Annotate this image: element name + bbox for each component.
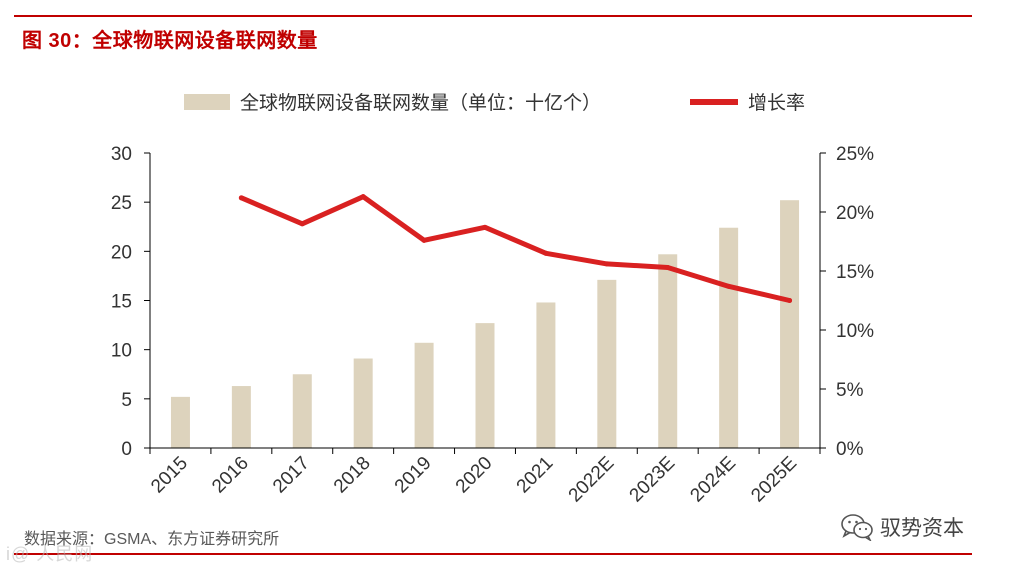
growth-point-2018 (360, 194, 366, 200)
x-tick-label: 2024E (686, 453, 740, 507)
y-right-tick-label: 25% (836, 144, 874, 165)
growth-point-2025E (787, 298, 793, 303)
bar-2025E (780, 200, 800, 448)
growth-point-2024E (726, 283, 732, 289)
bar-2022E (597, 279, 617, 448)
bar-2019 (414, 342, 434, 448)
bar-2023E (658, 254, 678, 448)
corner-watermark: i@ 人民网 (6, 544, 94, 564)
growth-point-2019 (421, 237, 427, 243)
bar-2021 (536, 302, 556, 448)
bar-2015 (170, 396, 190, 448)
legend-bar-label: 全球物联网设备联网数量（单位：十亿个） (240, 92, 601, 114)
y-right-tick-label: 10% (836, 321, 874, 342)
x-tick-label: 2022E (565, 453, 619, 507)
growth-point-2017 (299, 221, 305, 227)
y-left-tick-label: 15 (111, 292, 132, 313)
x-tick-label: 2021 (513, 453, 558, 498)
bar-2020 (475, 323, 495, 448)
x-tick-label: 2016 (208, 453, 253, 498)
y-left-tick-label: 30 (111, 144, 132, 165)
y-left-tick-label: 20 (111, 242, 132, 263)
legend-bar-swatch (184, 94, 230, 110)
x-tick-label: 2025E (747, 453, 801, 507)
y-right-tick-label: 15% (836, 262, 874, 283)
growth-point-2023E (665, 264, 671, 270)
bar-2016 (231, 386, 251, 448)
source-note: 数据来源：GSMA、东方证券研究所 (24, 531, 280, 548)
x-tick-label: 2023E (626, 453, 680, 507)
y-left-tick-label: 5 (121, 390, 132, 411)
x-tick-label: 2019 (391, 453, 436, 498)
y-left-tick-label: 10 (111, 341, 132, 362)
y-right-tick-label: 20% (836, 203, 874, 224)
bottom-rule (14, 553, 972, 555)
top-rule (14, 15, 972, 17)
x-tick-label: 2020 (452, 453, 497, 498)
y-right-tick-label: 0% (836, 439, 864, 460)
wechat-icon (841, 514, 873, 541)
x-tick-label: 2017 (269, 453, 314, 498)
figure-title: 图 30：全球物联网设备联网数量 (22, 30, 318, 52)
growth-point-2020 (482, 224, 488, 230)
growth-rate-line (238, 194, 793, 303)
y-left-tick-label: 25 (111, 193, 132, 214)
growth-point-2021 (543, 250, 549, 256)
growth-point-2016 (238, 195, 244, 201)
x-tick-label: 2018 (330, 453, 375, 498)
brand-name: 驭势资本 (880, 517, 964, 540)
bar-2024E (719, 227, 739, 448)
growth-point-2022E (604, 261, 610, 267)
y-left-tick-label: 0 (121, 439, 132, 460)
legend-line-label: 增长率 (748, 92, 805, 114)
bar-2017 (292, 374, 312, 448)
x-tick-label: 2015 (147, 453, 192, 498)
y-right-tick-label: 5% (836, 380, 864, 401)
bar-2018 (353, 358, 373, 448)
brand-watermark: 驭势资本 (840, 512, 964, 542)
